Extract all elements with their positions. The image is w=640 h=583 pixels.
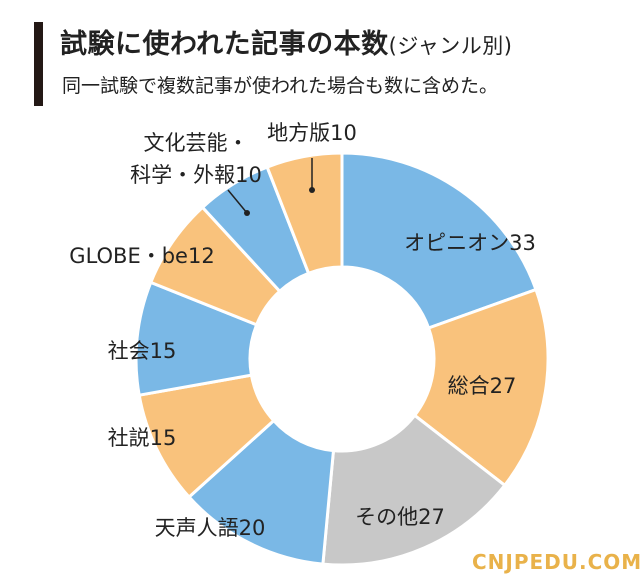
slice-2 bbox=[412, 287, 550, 488]
slice-label-7: GLOBE・be12 bbox=[69, 244, 214, 268]
chart-title-main: 試験に使われた記事の本数 bbox=[60, 29, 389, 60]
slice-label-1: オピニオン33 bbox=[404, 231, 536, 255]
slice-label-3: その他27 bbox=[355, 505, 445, 529]
leader-line-8 bbox=[227, 189, 248, 214]
slice-3 bbox=[321, 413, 507, 567]
slice-9 bbox=[265, 151, 344, 276]
chart-subtitle: 同一試験で複数記事が使われた場合も数に含めた。 bbox=[62, 75, 499, 97]
leader-lines bbox=[227, 158, 315, 216]
slice-label-6: 社会15 bbox=[108, 339, 177, 363]
watermark: CNJPEDU.COM bbox=[472, 550, 640, 574]
chart-title-note: (ジャンル別) bbox=[388, 34, 513, 58]
slice-label-2: 総合27 bbox=[448, 374, 517, 398]
donut-slices bbox=[134, 151, 550, 567]
leader-dot-8 bbox=[244, 210, 250, 216]
chart-title: 試験に使われた記事の本数(ジャンル別) bbox=[60, 22, 513, 61]
slice-label-9: 地方版10 bbox=[267, 121, 357, 145]
slice-label-5: 社説15 bbox=[108, 426, 177, 450]
title-accent-bar bbox=[34, 22, 43, 106]
leader-dot-9 bbox=[309, 187, 315, 193]
slice-1 bbox=[340, 151, 538, 330]
slice-label-4: 天声人語20 bbox=[155, 516, 266, 540]
slice-label-8: 文化芸能・科学・外報10 bbox=[130, 131, 262, 187]
slice-labels: オピニオン33 総合27 その他27 天声人語20 社説15 社会15 GLOBE・be12… bbox=[69, 121, 536, 540]
